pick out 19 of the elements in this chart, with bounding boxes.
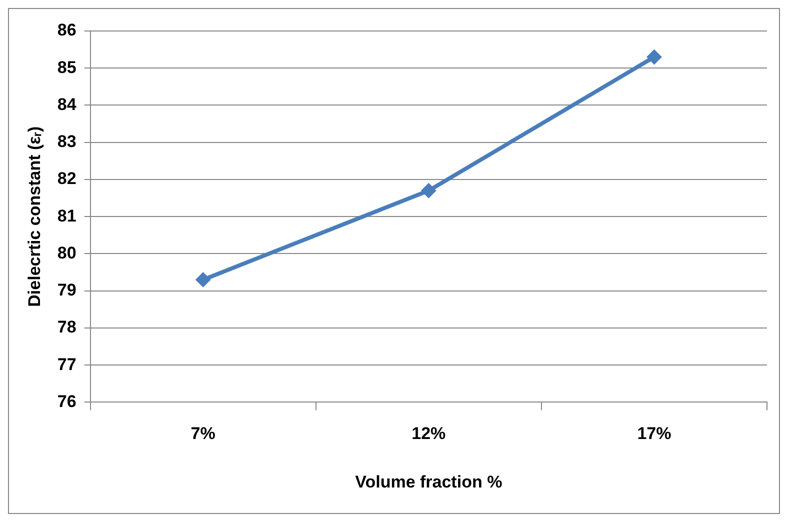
y-axis-title: Dielecrtic constant (εᵣ) (24, 126, 44, 307)
y-tick-label: 82 (57, 169, 76, 188)
point (196, 272, 211, 288)
y-tick-label: 83 (57, 132, 76, 152)
y-tick-label: 85 (57, 58, 76, 77)
y-tick-label: 81 (57, 206, 76, 226)
x-tick-label: 17% (637, 424, 672, 444)
x-tick-label: 12% (412, 424, 446, 444)
y-tick-label: 78 (57, 318, 76, 337)
y-tick-label: 77 (57, 354, 76, 374)
y-tick-label: 79 (57, 280, 76, 300)
y-tick-label: 80 (57, 243, 76, 262)
point (421, 183, 436, 198)
y-tick-label: 86 (57, 20, 76, 40)
point (646, 49, 662, 64)
y-tick-label: 76 (57, 392, 76, 411)
x-axis-title: Volume fraction % (355, 472, 502, 492)
y-tick-label: 84 (57, 94, 77, 114)
x-tick-label: 7% (190, 424, 216, 444)
